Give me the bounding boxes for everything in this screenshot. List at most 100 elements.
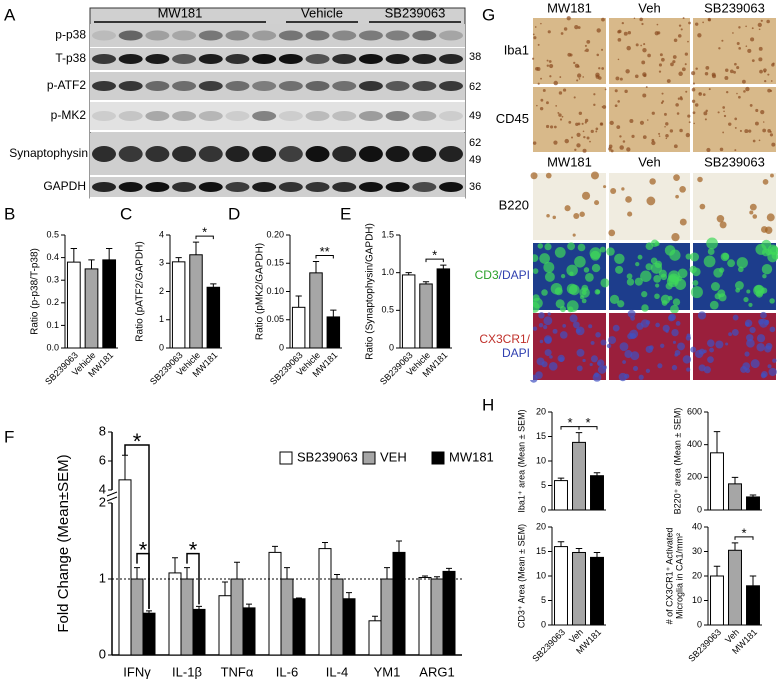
blot-band [305,146,330,162]
cell [685,132,690,138]
bar [746,585,760,626]
y-tick-label: 0.20 [266,229,284,239]
legend-label: VEH [380,449,407,464]
cell [562,88,567,92]
cell [769,326,776,333]
bar [192,608,206,656]
cell [745,45,748,48]
cell [769,298,775,304]
error-bar [713,431,721,453]
cell [576,365,583,372]
cell [626,273,633,280]
cell [576,143,581,148]
axis-break [106,496,118,502]
cell [734,117,738,121]
error-bar [346,592,352,599]
error-bar [384,567,390,579]
bar [242,607,256,656]
cell [722,106,726,109]
blot-band [412,182,437,192]
blot-band [198,81,223,91]
cell [692,280,699,286]
cell [622,360,627,364]
cell [616,125,621,129]
cell [697,176,703,183]
cell [645,86,648,89]
cell [767,364,772,369]
cell [626,147,631,152]
cell [567,306,574,313]
cell [739,129,742,133]
blot-band [385,111,410,121]
error-bar [731,542,739,551]
cell [669,249,681,261]
significance-bracket [425,258,444,263]
blot-row-label: p-p38 [55,28,86,42]
cell [560,274,566,279]
bar [710,575,724,626]
cell [744,319,753,327]
significance-label: * [202,225,207,240]
blot-band [118,81,143,91]
cell [769,246,778,256]
cell [558,113,562,117]
cell [534,26,537,28]
blot-band [278,111,303,121]
cell [695,67,698,70]
cell [756,334,766,343]
y-tick-label: 20 [536,521,546,531]
blot-band [145,146,170,162]
cell [602,105,607,109]
cell [645,263,653,271]
cell [689,265,697,274]
cell [772,62,775,65]
image-column-label: Veh [638,154,660,169]
blot-band [305,111,330,121]
blot-band [252,182,277,192]
bar [268,551,282,656]
significance-bracket [195,235,214,240]
y-tick-label: 0.5 [46,229,59,239]
cell [601,48,604,51]
cell [674,349,681,356]
cell [566,16,571,21]
cell [546,213,550,218]
cell [658,135,661,137]
cell [687,114,691,118]
image-column-label: SB239063 [704,154,765,169]
cell [660,101,664,105]
cell [546,59,549,62]
bar [292,598,306,656]
cell [770,80,773,82]
bar [168,572,182,656]
cell [532,141,537,145]
error-bar [146,610,152,614]
cell [747,48,752,53]
error-bar [196,605,202,610]
y-tick-label: 5 [541,595,546,605]
cell [734,149,737,152]
cell [549,355,553,359]
bar [401,274,416,349]
cell [608,336,617,345]
y-tick-label: 200 [687,472,702,482]
cell [595,72,600,78]
error-bar [234,561,240,579]
cell [767,73,770,76]
cell [755,243,767,255]
cell [762,128,767,133]
cell [675,321,681,326]
cell [685,253,692,260]
mw-marker: 38 [469,51,481,63]
cell [728,332,733,337]
blot-band [305,81,330,91]
cell [606,247,615,256]
cell [725,90,729,94]
cell [760,19,763,22]
cell [595,130,598,133]
cell [540,98,544,102]
cell [676,275,682,282]
cell [642,135,647,139]
cell [758,57,763,62]
cell [673,174,680,181]
